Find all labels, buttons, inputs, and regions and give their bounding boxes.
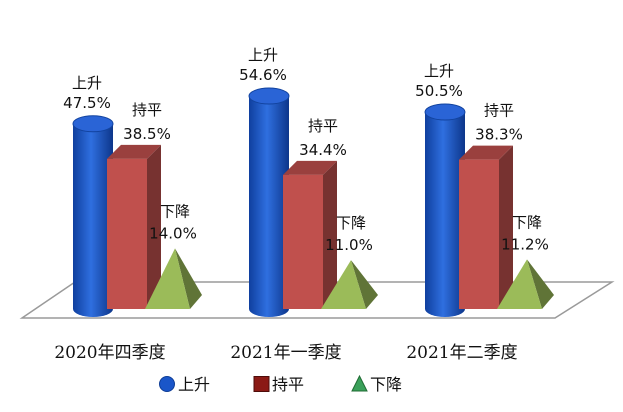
category-label-1: 2021年一季度 [230,343,341,363]
legend-label-1: 持平 [272,375,304,394]
bar-up-0 [72,115,114,317]
series-label-up-2: 上升 [424,62,454,80]
legend-swatch-1 [253,376,270,392]
legend-swatch-0 [159,376,175,392]
category-label-0: 2020年四季度 [54,343,165,363]
value-label-down-1: 11.0% [325,236,373,254]
bar-flat-0 [107,144,161,309]
value-label-up-2: 50.5% [415,82,463,100]
bar-down-2 [497,259,554,309]
bar-flat-1 [283,160,337,309]
series-label-up-0: 上升 [72,74,102,92]
legend-swatch-2 [351,374,368,392]
value-label-flat-1: 34.4% [299,141,347,159]
legend-label-0: 上升 [178,375,210,394]
legend-item-1: 持平 [253,375,304,394]
legend-label-2: 下降 [370,375,402,394]
value-label-up-0: 47.5% [63,94,111,112]
bar-up-1 [248,87,290,317]
legend-item-2: 下降 [351,374,402,394]
series-label-down-1: 下降 [336,214,366,232]
value-label-flat-0: 38.5% [123,125,171,143]
series-label-flat-0: 持平 [132,101,162,119]
value-label-down-0: 14.0% [149,224,197,242]
series-label-down-0: 下降 [160,202,190,220]
value-label-flat-2: 38.3% [475,126,523,144]
series-label-up-1: 上升 [248,46,278,64]
legend-item-0: 上升 [159,375,210,394]
bar-down-1 [321,260,378,309]
value-label-down-2: 11.2% [501,235,549,253]
series-label-flat-2: 持平 [484,102,514,120]
category-label-2: 2021年二季度 [406,343,517,363]
bar-up-2 [424,103,466,317]
series-label-flat-1: 持平 [308,117,338,135]
bar-down-0 [145,248,202,309]
bar-flat-2 [459,145,513,309]
series-label-down-2: 下降 [512,213,542,231]
value-label-up-1: 54.6% [239,66,287,84]
